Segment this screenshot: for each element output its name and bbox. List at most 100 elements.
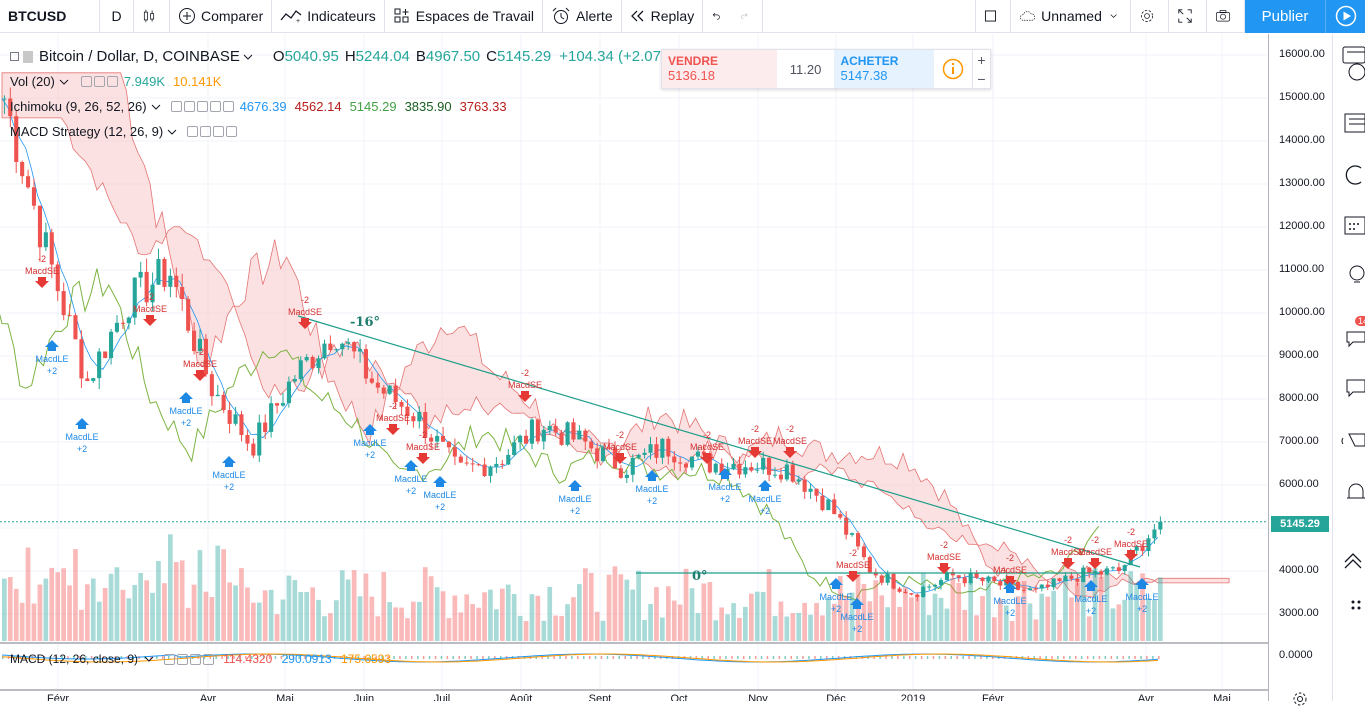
signal-plus-two: +2 xyxy=(852,624,862,634)
macd-histogram-bar xyxy=(837,656,840,659)
fullscreen-button[interactable] xyxy=(1169,0,1207,33)
minus-icon[interactable]: − xyxy=(977,70,986,87)
close-icon[interactable] xyxy=(202,654,214,666)
stream-button[interactable] xyxy=(1325,0,1365,33)
redo-button[interactable] xyxy=(733,0,764,33)
settings-icon[interactable] xyxy=(183,101,195,112)
alarm-icon[interactable] xyxy=(1339,58,1365,84)
signal-macdse-label: MacdSE xyxy=(183,359,217,369)
close-icon[interactable] xyxy=(226,126,238,137)
notifications-bell-icon[interactable] xyxy=(1339,480,1365,506)
volume-bar xyxy=(511,594,517,641)
chart-style-button[interactable] xyxy=(134,0,170,33)
signal-minus-two: -2 xyxy=(389,401,397,411)
buy-arrow xyxy=(433,476,447,487)
volume-bar xyxy=(719,607,724,641)
eye-icon[interactable] xyxy=(170,101,182,112)
chevron-down-icon[interactable] xyxy=(167,128,177,136)
volume-bar xyxy=(1134,583,1139,641)
calendar-icon[interactable] xyxy=(1339,212,1365,238)
candle-body xyxy=(1146,538,1151,551)
macd-histogram-bar xyxy=(215,656,217,659)
indicators-button[interactable]: + Indicateurs xyxy=(272,0,385,33)
settings-gear-icon[interactable] xyxy=(1291,690,1309,708)
snapshot-button[interactable] xyxy=(1207,0,1245,33)
macd-histogram-bar xyxy=(280,656,283,659)
macd-histogram-bar xyxy=(766,656,769,659)
publish-button[interactable]: Publier xyxy=(1245,0,1325,33)
macd-histogram-bar xyxy=(1075,656,1077,659)
time-label: Févr xyxy=(47,693,69,701)
volume-bar xyxy=(162,583,167,641)
layout-name-button[interactable]: Unnamed xyxy=(1011,0,1131,33)
volume-bar xyxy=(956,582,962,641)
interval-button[interactable]: D xyxy=(100,0,134,33)
sell-button[interactable]: VENDRE 5136.18 xyxy=(662,50,777,88)
macd-histogram-bar xyxy=(630,656,632,659)
eye-icon[interactable] xyxy=(187,126,199,137)
fullscreen-layout-button[interactable] xyxy=(975,0,1011,33)
price-chart[interactable]: Févr Avr Mai Juin Juil Août Sept Oct Nov Déc 2019 F… xyxy=(0,34,1268,701)
alert-button[interactable]: Alerte xyxy=(543,0,622,33)
settings-icon[interactable] xyxy=(93,76,105,87)
candle-body xyxy=(808,488,813,492)
workspaces-button[interactable]: Espaces de Travail xyxy=(385,0,544,33)
source-icon[interactable] xyxy=(213,126,225,137)
buy-arrow xyxy=(222,456,236,467)
chat-icon[interactable] xyxy=(1339,374,1365,400)
chart-pane[interactable]: Févr Avr Mai Juin Juil Août Sept Oct Nov Déc 2019 F… xyxy=(0,34,1268,701)
streams-icon[interactable] xyxy=(1339,324,1365,350)
macd-histogram-bar xyxy=(102,656,105,659)
candle-body xyxy=(476,464,481,466)
info-button[interactable] xyxy=(934,50,972,88)
more-icon[interactable] xyxy=(209,101,221,112)
candle-body xyxy=(1063,575,1068,581)
candle-body xyxy=(91,378,96,381)
collapse-icon[interactable] xyxy=(10,52,19,61)
macd-histogram-bar xyxy=(974,656,976,659)
private-chat-icon[interactable] xyxy=(1339,428,1365,454)
source-icon[interactable] xyxy=(196,101,208,112)
settings-icon[interactable] xyxy=(200,126,212,137)
replay-button[interactable]: Replay xyxy=(622,0,704,33)
macd-zero-tick: 0.0000 xyxy=(1279,649,1313,661)
macd-histogram-bar xyxy=(517,656,520,659)
chevron-down-icon[interactable] xyxy=(151,103,161,111)
settings-icon[interactable] xyxy=(176,654,188,666)
symbol-search[interactable]: BTCUSD xyxy=(0,0,100,33)
chevron-down-icon[interactable] xyxy=(144,655,154,663)
macd-histogram-bar xyxy=(885,656,887,659)
dots-icon[interactable] xyxy=(1339,594,1365,620)
volume-bar xyxy=(909,597,914,641)
ichimoku-lagging: 5145.29 xyxy=(349,99,397,114)
hotlist-icon[interactable] xyxy=(1339,162,1365,188)
ichimoku-conversion: 4676.39 xyxy=(239,99,287,114)
candle-body xyxy=(885,573,890,583)
plus-icon[interactable]: + xyxy=(977,51,986,68)
ideas-lightbulb-icon[interactable] xyxy=(1339,262,1365,288)
chevron-icon[interactable] xyxy=(1339,546,1365,572)
macd-histogram-bar xyxy=(185,656,188,659)
source-icon[interactable] xyxy=(189,654,201,666)
undo-button[interactable] xyxy=(703,0,733,33)
data-window-icon[interactable] xyxy=(1339,110,1365,136)
eye-icon[interactable] xyxy=(80,76,92,87)
settings-button[interactable] xyxy=(1131,0,1169,33)
close-icon[interactable] xyxy=(222,101,234,112)
watchlist-icon[interactable] xyxy=(1339,42,1365,68)
candle-body xyxy=(334,349,339,351)
macd-histogram-bar xyxy=(209,656,211,659)
candle-body xyxy=(547,426,552,430)
signal-macdse-label: MacdSE xyxy=(1114,539,1148,549)
chevron-down-icon[interactable] xyxy=(243,53,253,61)
compare-button[interactable]: Comparer xyxy=(170,0,273,33)
buy-button[interactable]: ACHETER 5147.38 xyxy=(834,50,935,88)
chevron-down-icon[interactable] xyxy=(59,78,69,86)
macd-histogram-bar xyxy=(1057,656,1059,659)
signal-minus-two: -2 xyxy=(146,292,154,302)
candle-body xyxy=(197,338,202,351)
macd-histogram-bar xyxy=(1027,656,1030,659)
close-icon[interactable] xyxy=(106,76,118,87)
price-axis[interactable]: 16000.00 15000.00 14000.00 13000.00 12000.00… xyxy=(1268,34,1332,706)
eye-icon[interactable] xyxy=(163,654,175,666)
